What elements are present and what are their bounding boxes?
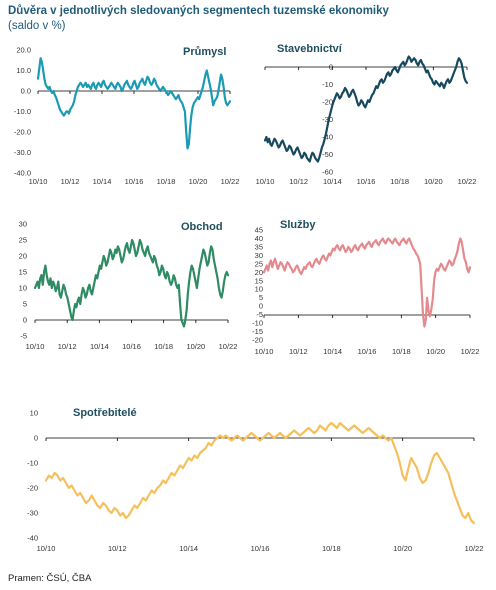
chart-title: Stavebnictví	[277, 43, 343, 55]
y-tick-label: 20.0	[16, 46, 31, 55]
x-tick-label: 10/16	[125, 177, 144, 186]
y-tick-label: 0	[34, 434, 38, 443]
x-tick-label: 10/10	[256, 177, 275, 186]
series-line-obchod	[33, 238, 230, 328]
y-tick-label: 20	[19, 252, 27, 261]
y-tick-label: -40	[322, 133, 333, 142]
x-tick-label: 10/10	[37, 544, 56, 553]
y-tick-label: 25	[255, 259, 263, 268]
series-line-stavebnictvi	[263, 55, 469, 163]
x-tick-label: 10/12	[289, 177, 308, 186]
chart-title: Spotřebitelé	[73, 407, 137, 419]
x-tick-label: 10/20	[186, 342, 205, 351]
y-tick-label: 0	[259, 302, 263, 311]
y-tick-label: 25	[19, 236, 27, 245]
page-subtitle: (saldo v %)	[8, 20, 66, 32]
x-tick-label: 10/16	[358, 347, 377, 356]
y-tick-label: 10.0	[16, 66, 31, 75]
x-tick-label: 10/10	[26, 342, 45, 351]
y-tick-label: -10	[322, 80, 333, 89]
y-tick-label: 30	[255, 251, 263, 260]
x-tick-label: 10/14	[90, 342, 109, 351]
x-tick-label: 10/16	[357, 177, 376, 186]
y-tick-label: 40	[255, 234, 263, 243]
y-tick-label: 10	[255, 285, 263, 294]
y-tick-label: 15	[255, 276, 263, 285]
chart-title: Služby	[280, 219, 316, 231]
x-tick-label: 10/20	[426, 347, 445, 356]
x-tick-label: 10/18	[154, 342, 173, 351]
x-tick-label: 10/12	[289, 347, 308, 356]
y-tick-label: -20	[27, 484, 38, 493]
x-tick-label: 10/14	[179, 544, 198, 553]
chart-title: Obchod	[181, 221, 223, 233]
y-tick-label: -10.0	[14, 107, 31, 116]
y-tick-label: -30.0	[14, 148, 31, 157]
x-tick-label: 10/22	[458, 177, 477, 186]
y-tick-label: -10	[252, 319, 263, 328]
source-note: Pramen: ČSÚ, ČBA	[8, 573, 92, 584]
x-tick-label: 10/20	[393, 544, 412, 553]
y-tick-label: 5	[259, 293, 263, 302]
x-tick-label: 10/14	[93, 177, 112, 186]
x-tick-label: 10/12	[61, 177, 80, 186]
page-title: Důvěra v jednotlivých sledovaných segmen…	[8, 5, 389, 17]
x-tick-label: 10/14	[323, 177, 342, 186]
y-tick-label: -30	[27, 509, 38, 518]
x-tick-label: 10/22	[465, 544, 484, 553]
chart-prumysl: 20.0 10.0 0.0 -10.0 -20.0 -30.0 -40.010/10 10/1…	[14, 46, 240, 187]
x-tick-label: 10/10	[29, 177, 48, 186]
y-tick-label: 5	[23, 300, 27, 309]
y-tick-label: 35	[255, 242, 263, 251]
x-tick-label: 10/10	[255, 347, 274, 356]
x-tick-label: 10/18	[157, 177, 176, 186]
y-tick-label: -20	[322, 98, 333, 107]
x-tick-label: 10/22	[461, 347, 480, 356]
x-tick-label: 10/22	[221, 177, 240, 186]
y-tick-label: -15	[252, 327, 263, 336]
series-line-prumysl	[36, 57, 232, 150]
x-tick-label: 10/18	[322, 544, 341, 553]
y-tick-label: -40	[27, 534, 38, 543]
y-tick-label: 30	[19, 220, 27, 229]
x-tick-label: 10/12	[58, 342, 77, 351]
y-tick-label: -20	[252, 336, 263, 345]
y-tick-label: -40.0	[14, 169, 31, 178]
y-tick-label: 0	[23, 316, 27, 325]
chart-title: Průmysl	[183, 46, 226, 58]
x-tick-label: 10/16	[122, 342, 141, 351]
y-tick-label: 15	[19, 268, 27, 277]
y-tick-label: -50	[322, 150, 333, 159]
chart-obchod: 30 25 20 15 10 5 0 -510/10 10/12 10/14 10/16 10/18 1…	[19, 220, 238, 352]
y-tick-label: -5	[20, 332, 27, 341]
series-line-sluzby	[262, 237, 472, 328]
x-tick-label: 10/12	[108, 544, 127, 553]
series-line-spotrebitele	[44, 421, 476, 525]
x-tick-label: 10/18	[390, 177, 409, 186]
y-tick-label: -20.0	[14, 128, 31, 137]
y-tick-label: 0.0	[21, 87, 31, 96]
y-tick-label: 20	[255, 268, 263, 277]
x-tick-label: 10/18	[392, 347, 411, 356]
x-tick-label: 10/22	[219, 342, 238, 351]
y-tick-label: 45	[255, 226, 263, 235]
y-tick-label: 10	[30, 409, 38, 418]
y-tick-label: -60	[322, 168, 333, 177]
x-tick-label: 10/20	[424, 177, 443, 186]
y-tick-label: -30	[322, 115, 333, 124]
x-tick-label: 10/14	[323, 347, 342, 356]
x-tick-label: 10/16	[251, 544, 270, 553]
x-tick-label: 10/20	[189, 177, 208, 186]
y-tick-label: -10	[27, 459, 38, 468]
y-tick-label: 10	[19, 284, 27, 293]
y-tick-label: -5	[256, 310, 263, 319]
